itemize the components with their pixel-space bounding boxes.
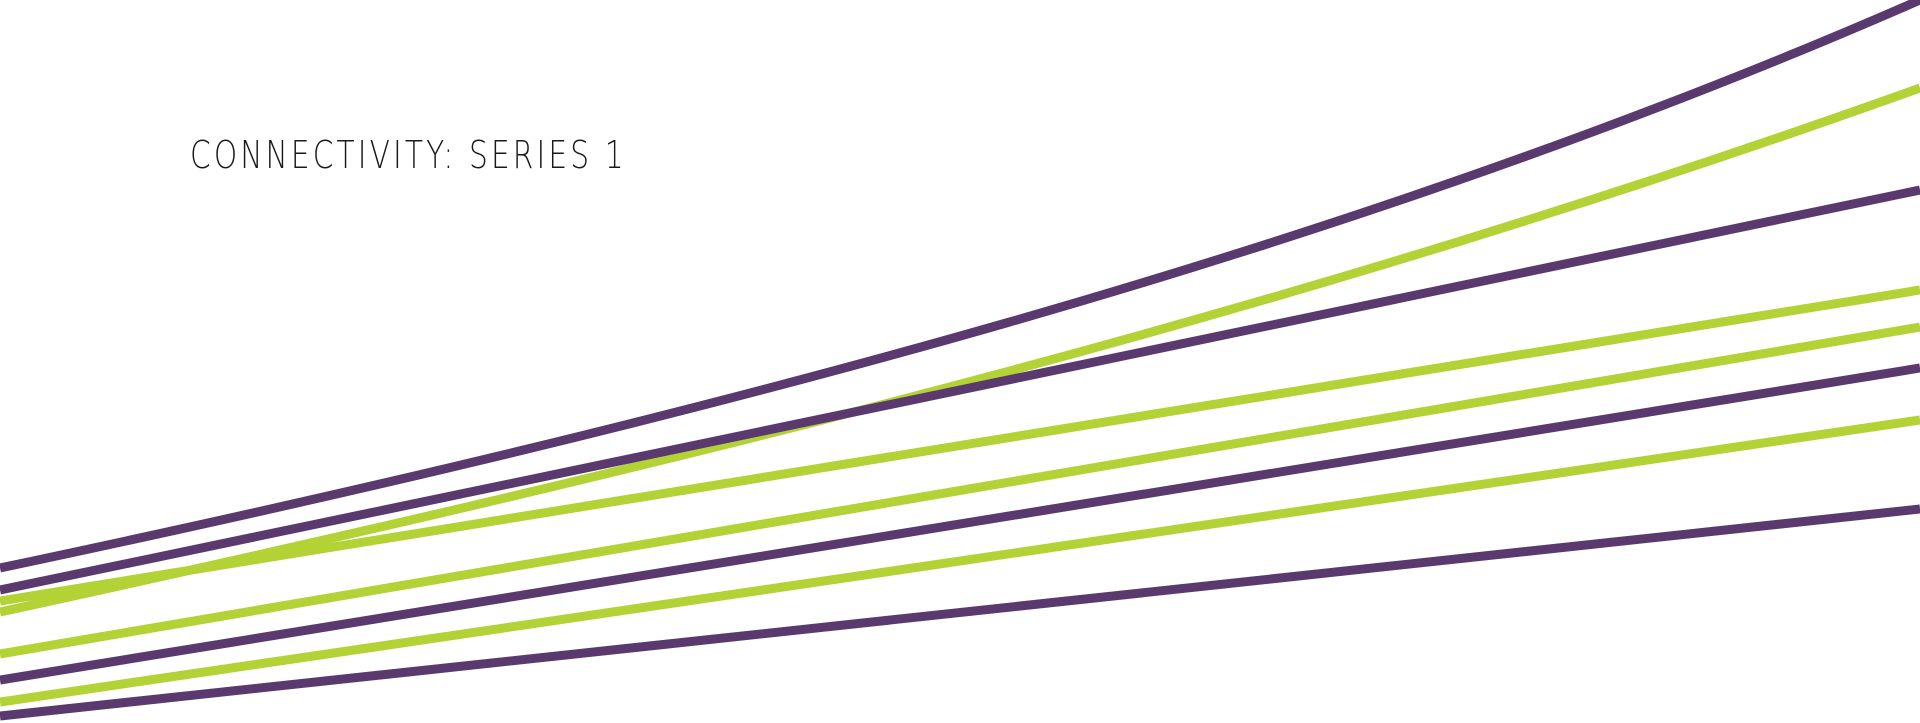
green-line-3 [0, 322, 1920, 659]
green-line-1 [0, 83, 1920, 617]
page-title: CONNECTIVITY: SERIES 1 [190, 133, 627, 177]
green-line-2 [0, 285, 1920, 606]
purple-line-1 [0, 0, 1920, 573]
purple-line-3 [0, 363, 1920, 685]
green-line-4 [0, 415, 1920, 707]
purple-line-4 [0, 504, 1920, 721]
purple-line-2 [0, 185, 1920, 595]
